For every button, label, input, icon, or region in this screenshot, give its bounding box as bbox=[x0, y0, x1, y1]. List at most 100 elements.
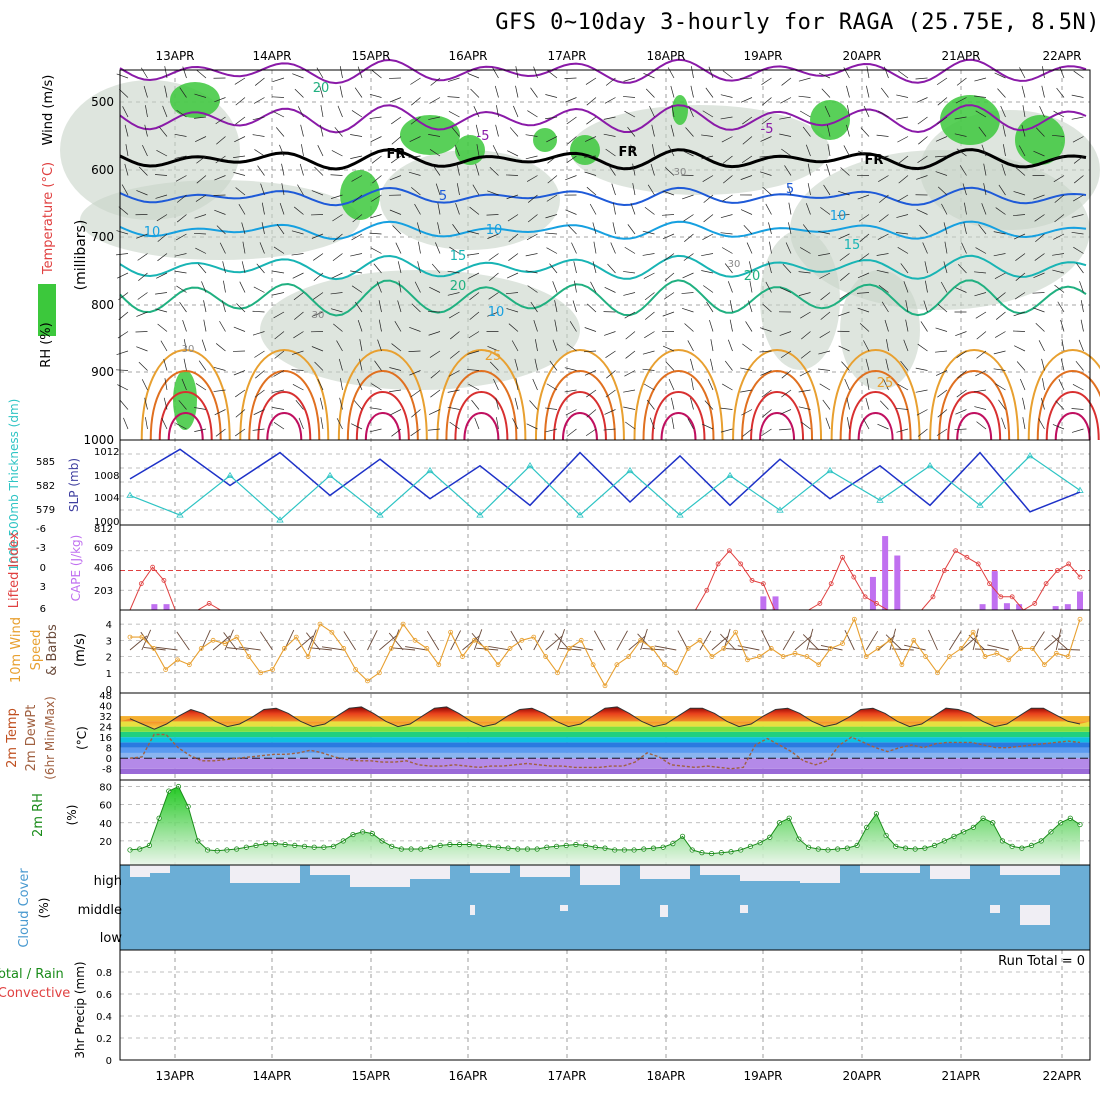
wind-barb bbox=[877, 233, 889, 240]
wind-barb bbox=[879, 400, 889, 410]
wind-barb bbox=[1035, 233, 1045, 242]
wind-barb bbox=[1056, 87, 1065, 98]
wind-barb bbox=[565, 97, 577, 103]
wind-barb bbox=[590, 281, 597, 293]
wind-barb bbox=[1041, 358, 1045, 371]
wind-barb bbox=[690, 397, 694, 410]
date-label-top: 16APR bbox=[448, 49, 487, 63]
wind-barb bbox=[994, 72, 1006, 79]
wind-barb bbox=[974, 389, 987, 393]
wind-barb bbox=[593, 241, 597, 254]
wind-barb bbox=[506, 292, 519, 295]
isotherm-warm-arch bbox=[947, 391, 1002, 441]
wind-barb bbox=[506, 272, 519, 279]
wind-barb bbox=[704, 400, 714, 410]
pressure-tick-label: 700 bbox=[91, 230, 114, 244]
wind-barb bbox=[435, 183, 441, 196]
wind-barb bbox=[332, 214, 343, 222]
wind-barb bbox=[432, 165, 441, 176]
wind-tick-label: 1 bbox=[106, 669, 112, 680]
wind-barb bbox=[473, 106, 480, 118]
wind-barb bbox=[843, 67, 850, 79]
wind-barb bbox=[605, 77, 616, 86]
li-tick-label: 6 bbox=[40, 604, 46, 615]
wind-barb bbox=[898, 70, 909, 79]
rh-axis-label: RH (%) bbox=[39, 322, 54, 367]
wind-barb bbox=[182, 320, 187, 332]
wind-barb bbox=[1042, 66, 1045, 79]
wind-barb bbox=[300, 124, 304, 137]
wind-barb bbox=[1073, 175, 1084, 184]
wind-barb bbox=[526, 423, 538, 430]
wind-speed-marker bbox=[460, 654, 465, 659]
wind-barb bbox=[956, 77, 967, 86]
wind-speed-marker bbox=[519, 637, 525, 643]
wind-barb bbox=[410, 389, 421, 398]
wind-speed-marker bbox=[638, 637, 644, 643]
wind-barb bbox=[935, 350, 948, 353]
wind-barb bbox=[179, 302, 187, 313]
wind-barb bbox=[1071, 408, 1084, 410]
isotherm-minus10 bbox=[119, 58, 1087, 85]
wind-barb bbox=[844, 378, 850, 391]
wind-barb bbox=[155, 194, 168, 199]
wind-barb bbox=[943, 222, 948, 235]
wind-speed-marker bbox=[151, 646, 157, 651]
wind-barb bbox=[857, 194, 870, 200]
temp-band bbox=[120, 721, 1090, 727]
wind-barb bbox=[624, 370, 636, 377]
wind-barb-10m bbox=[426, 630, 440, 651]
wind-barb bbox=[915, 367, 928, 371]
isotherm-warm-arch bbox=[158, 391, 213, 441]
wind-barb bbox=[574, 280, 577, 293]
wind-barb bbox=[688, 105, 694, 118]
wind-barb-10m bbox=[808, 648, 831, 651]
wind-barb bbox=[1052, 134, 1065, 137]
wind-barb bbox=[623, 292, 636, 296]
wind-barb bbox=[1052, 269, 1065, 274]
wind-barb bbox=[216, 136, 226, 145]
wind-barb bbox=[515, 378, 519, 391]
temp-band bbox=[120, 758, 1090, 769]
temp-tick-label: 48 bbox=[99, 691, 112, 702]
wind-barb bbox=[917, 116, 928, 125]
wind-barb bbox=[671, 105, 675, 118]
wind-barb bbox=[414, 203, 421, 215]
wind-barb bbox=[701, 155, 714, 160]
isotherm-5 bbox=[119, 186, 1087, 207]
wind-barb bbox=[252, 331, 265, 336]
wind-barb bbox=[195, 383, 207, 391]
wind-barb bbox=[163, 358, 168, 371]
wind-barb bbox=[608, 165, 616, 176]
wind-barb bbox=[378, 319, 382, 332]
wind-barb bbox=[1052, 253, 1065, 256]
wind-barb bbox=[937, 97, 948, 106]
wind-barb bbox=[919, 224, 928, 235]
li-marker bbox=[1032, 601, 1038, 606]
wind-barb bbox=[254, 149, 265, 157]
wind-barb bbox=[605, 148, 616, 157]
wind-speed-marker bbox=[697, 637, 703, 643]
wind-barb bbox=[687, 418, 694, 430]
wind-barb bbox=[317, 379, 324, 391]
contour-label: 10 bbox=[486, 223, 503, 238]
wind-barb bbox=[819, 383, 831, 391]
wind-barb bbox=[448, 370, 460, 377]
wind-barb bbox=[354, 87, 363, 98]
wind-barb bbox=[665, 361, 675, 371]
wind-barb bbox=[297, 106, 304, 118]
isotherm-warm-arch bbox=[929, 349, 1020, 441]
wind-barb bbox=[782, 263, 792, 274]
wind-barb bbox=[837, 214, 850, 216]
wind-barb bbox=[879, 194, 889, 203]
wind-barb bbox=[586, 186, 597, 196]
wind-barb bbox=[527, 194, 538, 203]
wind-barb bbox=[799, 110, 811, 118]
wind-barb bbox=[584, 370, 597, 376]
wind-barb bbox=[116, 73, 129, 79]
wind-barb bbox=[866, 66, 870, 79]
wind-barb bbox=[859, 323, 870, 332]
wind-speed-marker bbox=[923, 654, 929, 659]
wind-barb bbox=[1058, 379, 1065, 391]
wind-barb bbox=[798, 271, 811, 274]
